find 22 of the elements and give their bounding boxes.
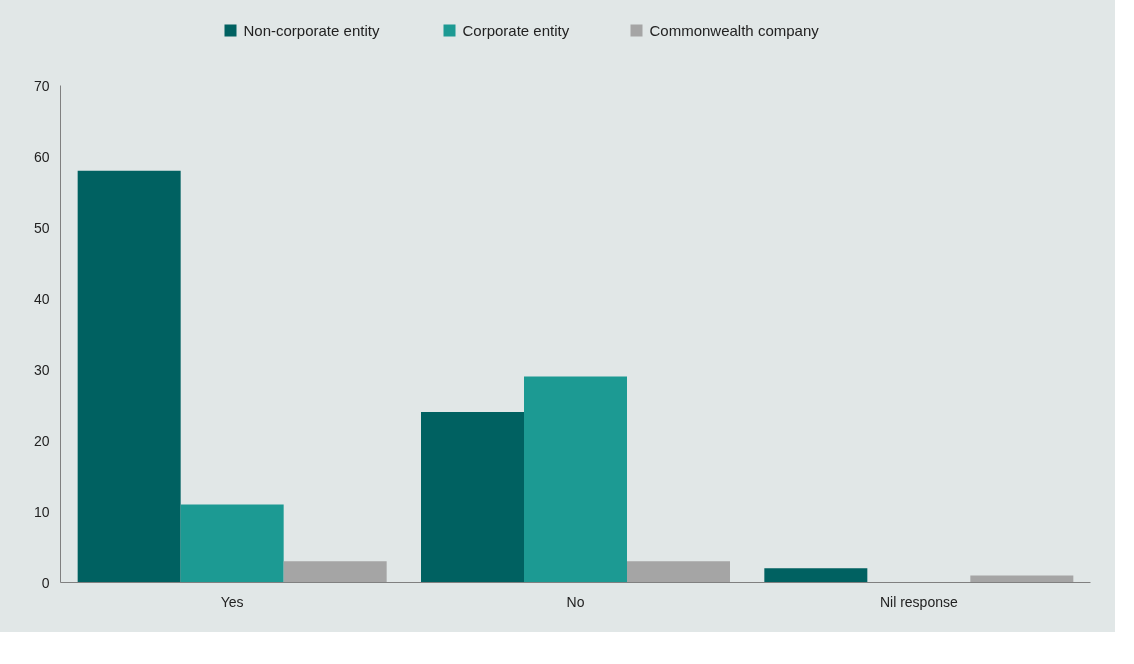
bar [970,575,1074,583]
x-tick-label: Yes [220,593,244,610]
bar [627,561,730,583]
bar [524,376,627,583]
y-tick-label: 40 [33,290,50,307]
y-tick-label: 70 [33,77,50,94]
bar [77,170,181,583]
legend-label: Commonwealth company [649,22,820,39]
legend-label: Non-corporate entity [243,22,380,39]
y-tick-label: 0 [41,574,50,591]
bar [421,412,524,583]
legend-label: Corporate entity [462,22,570,39]
bar [283,561,387,583]
x-tick-label: Nil response [879,593,958,610]
x-tick-label: No [566,593,585,610]
y-tick-label: 30 [33,361,50,378]
y-tick-label: 20 [33,432,50,449]
bar [764,568,868,583]
bar [180,504,284,583]
y-tick-label: 10 [33,503,50,520]
y-tick-label: 50 [33,219,50,236]
y-tick-label: 60 [33,148,50,165]
